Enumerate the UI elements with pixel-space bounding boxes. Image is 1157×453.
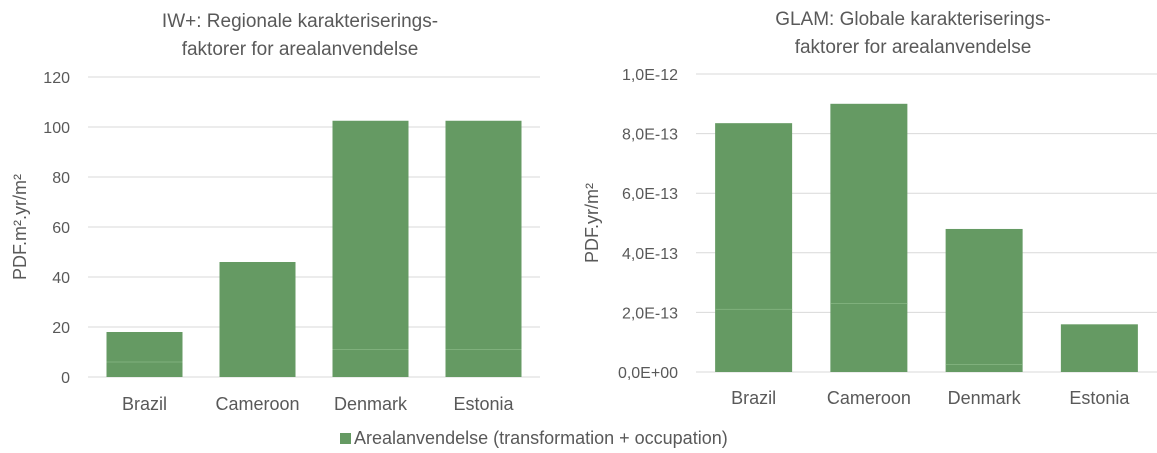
y-tick-label: 60: [52, 220, 70, 237]
y-tick-label: 4,0E-13: [622, 246, 678, 263]
y-tick-label: 8,0E-13: [622, 127, 678, 144]
x-tick-label: Cameroon: [827, 388, 911, 408]
y-tick-label: 2,0E-13: [622, 305, 678, 322]
bar-estonia: [445, 120, 522, 377]
y-tick-label: 20: [52, 320, 70, 337]
chart-title-line: GLAM: Globale karakteriserings-: [775, 9, 1051, 30]
y-tick-label: 6,0E-13: [622, 186, 678, 203]
y-tick-label: 80: [52, 170, 70, 187]
bar-denmark: [945, 228, 1023, 372]
x-tick-label: Brazil: [731, 388, 776, 408]
x-tick-label: Cameroon: [215, 394, 299, 414]
y-tick-label: 100: [43, 120, 70, 137]
y-axis-label: PDF.yr/m²: [582, 183, 602, 263]
chart-title-line: faktorer for arealanvendelse: [795, 37, 1032, 58]
y-axis-label: PDF.m².yr/m²: [10, 174, 30, 280]
y-tick-label: 0: [61, 370, 70, 387]
chart-title-line: IW+: Regionale karakteriserings-: [162, 11, 438, 32]
x-tick-label: Estonia: [1069, 388, 1130, 408]
x-tick-label: Brazil: [122, 394, 167, 414]
bar-brazil: [106, 332, 183, 377]
bar-estonia: [1060, 324, 1138, 372]
legend-label: Arealanvendelse (transformation + occupa…: [354, 428, 728, 448]
legend: Arealanvendelse (transformation + occupa…: [340, 428, 728, 448]
y-tick-label: 120: [43, 70, 70, 87]
bar-denmark: [332, 120, 409, 377]
y-tick-label: 40: [52, 270, 70, 287]
bar-cameroon: [219, 262, 296, 377]
legend-swatch: [340, 433, 351, 444]
bar-cameroon: [830, 103, 908, 373]
x-tick-label: Denmark: [948, 388, 1022, 408]
x-tick-label: Denmark: [334, 394, 408, 414]
chart-iw-regional: IW+: Regionale karakteriserings-faktorer…: [10, 11, 540, 414]
chart-glam-global: GLAM: Globale karakteriserings-faktorer …: [582, 9, 1157, 408]
x-tick-label: Estonia: [453, 394, 514, 414]
y-tick-label: 1,0E-12: [622, 67, 678, 84]
y-tick-label: 0,0E+00: [618, 365, 678, 382]
chart-title-line: faktorer for arealanvendelse: [182, 39, 419, 60]
bar-brazil: [715, 123, 793, 372]
